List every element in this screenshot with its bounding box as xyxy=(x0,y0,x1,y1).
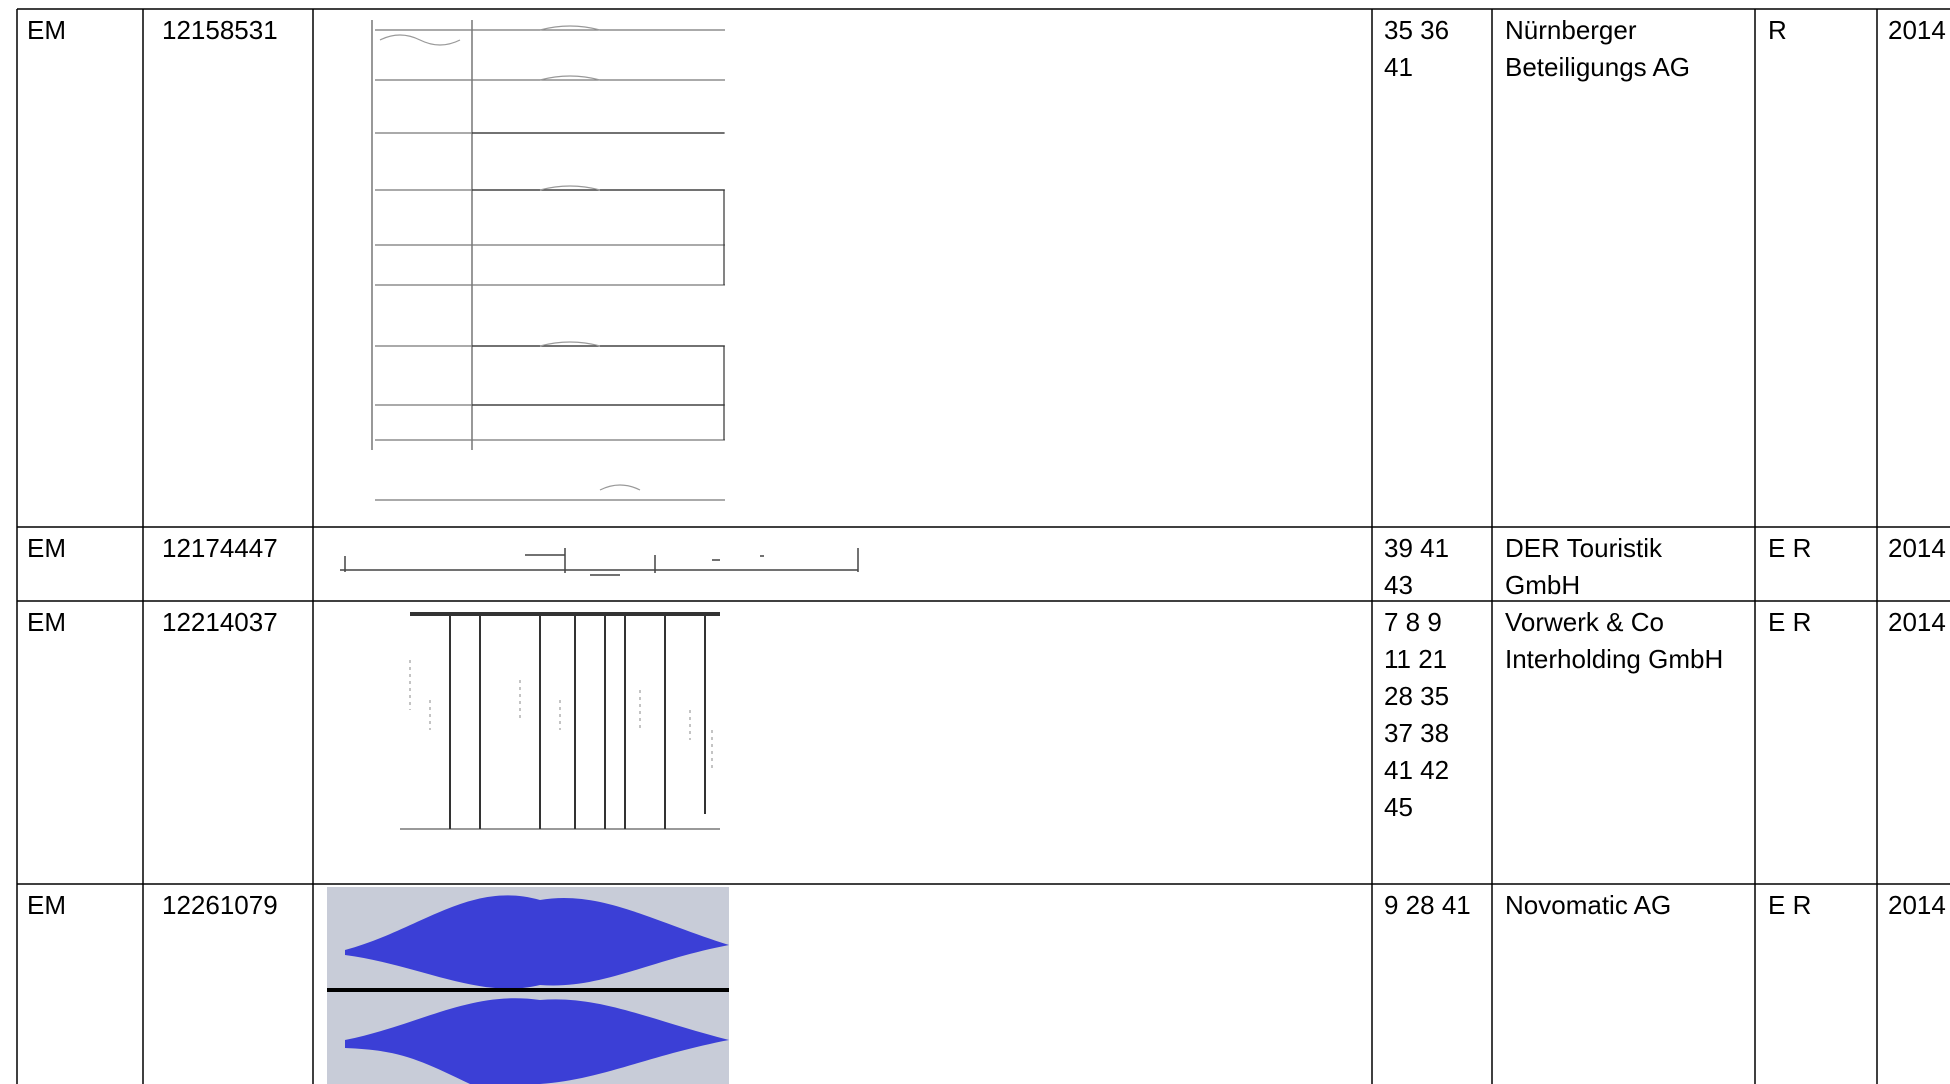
number-cell: 12158531 xyxy=(162,15,278,45)
type-cell: EM xyxy=(27,533,66,563)
year-cell: 2014 xyxy=(1888,533,1946,563)
owner-line: Novomatic AG xyxy=(1505,890,1672,920)
type-cell: EM xyxy=(27,607,66,637)
type-cell: EM xyxy=(27,15,66,45)
type-cell: EM xyxy=(27,890,66,920)
classes-line: 37 38 xyxy=(1384,718,1450,748)
kind-cell: E R xyxy=(1768,533,1812,563)
classes-line: 9 28 41 xyxy=(1384,890,1471,920)
number-cell: 12214037 xyxy=(162,607,278,637)
classes-line: 41 xyxy=(1384,52,1413,82)
year-cell: 2014 xyxy=(1888,15,1946,45)
year-cell: 2014 xyxy=(1888,890,1946,920)
waveform-image xyxy=(327,887,729,1084)
owner-line: DER Touristik xyxy=(1505,533,1663,563)
kind-cell: R xyxy=(1768,15,1787,45)
kind-cell: E R xyxy=(1768,607,1812,637)
classes-line: 7 8 9 xyxy=(1384,607,1442,637)
owner-line: Beteiligungs AG xyxy=(1505,52,1691,82)
classes-line: 45 xyxy=(1384,792,1413,822)
kind-cell: E R xyxy=(1768,890,1812,920)
number-cell: 12174447 xyxy=(162,533,278,563)
owner-line: Interholding GmbH xyxy=(1505,644,1724,674)
classes-line: 43 xyxy=(1384,570,1413,600)
classes-line: 41 42 xyxy=(1384,755,1450,785)
music-score-image xyxy=(371,20,725,501)
classes-line: 11 21 xyxy=(1384,644,1448,674)
classes-line: 28 35 xyxy=(1384,681,1450,711)
classes-line: 39 41 xyxy=(1384,533,1450,563)
classes-line: 35 36 xyxy=(1384,15,1450,45)
number-cell: 12261079 xyxy=(162,890,278,920)
melody-image xyxy=(340,548,859,576)
table-rules xyxy=(16,8,1950,1084)
sound-chart-image xyxy=(400,612,720,830)
owner-line: GmbH xyxy=(1505,570,1581,600)
year-cell: 2014 xyxy=(1888,607,1946,637)
owner-line: Nürnberger xyxy=(1505,15,1637,45)
owner-line: Vorwerk & Co xyxy=(1505,607,1664,637)
